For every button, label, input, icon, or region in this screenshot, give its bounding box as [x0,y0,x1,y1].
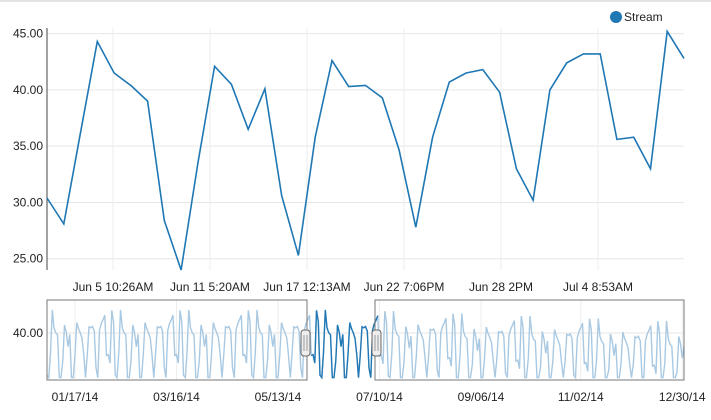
main-y-tick-label: 45.00 [13,27,43,41]
overview-x-tick-label: 01/17/14 [52,390,99,404]
legend-label[interactable]: Stream [624,10,663,24]
main-x-axis: Jun 5 10:26AM Jun 11 5:20AM Jun 17 12:13AM… [73,280,633,294]
brush-handle-right[interactable] [371,329,382,357]
main-x-tick-label: Jun 11 5:20AM [170,280,250,294]
legend[interactable]: Stream [610,10,663,24]
main-x-tick-label: Jun 22 7:06PM [364,280,445,294]
main-y-tick-label: 25.00 [13,252,43,266]
main-y-axis: 45.00 40.00 35.00 30.00 25.00 [13,27,43,266]
overview-x-tick-label: 05/13/14 [255,390,302,404]
overview-x-tick-label: 03/16/14 [153,390,200,404]
main-grid [47,28,684,270]
main-x-tick-label: Jun 5 10:26AM [73,280,154,294]
main-x-tick-label: Jul 4 8:53AM [563,280,633,294]
overview-y-axis: 40.00 [13,326,43,340]
overview-x-tick-label: 11/02/14 [558,390,604,404]
brush-handle-left[interactable] [300,329,311,357]
main-y-tick-label: 35.00 [13,139,43,153]
main-y-tick-label: 40.00 [13,83,43,97]
main-x-tick-label: Jun 28 2PM [469,280,533,294]
overview-selected-series-line [310,309,379,380]
legend-marker[interactable] [610,11,622,23]
main-y-tick-label: 30.00 [13,195,43,209]
brush-selection[interactable] [307,300,375,380]
overview-chart[interactable]: 40.00 01/17/14 03/16/14 05/13/14 07/10/14 09… [13,299,706,404]
overview-y-tick-label: 40.00 [13,326,43,340]
overview-x-tick-label: 09/06/14 [458,390,505,404]
overview-x-tick-label: 12/30/14 [659,390,706,404]
series-line-stream [46,29,685,271]
overview-x-tick-label: 07/10/14 [356,390,403,404]
main-x-tick-label: Jun 17 12:13AM [263,280,350,294]
overview-x-axis: 01/17/14 03/16/14 05/13/14 07/10/14 09/06/14… [52,390,706,404]
